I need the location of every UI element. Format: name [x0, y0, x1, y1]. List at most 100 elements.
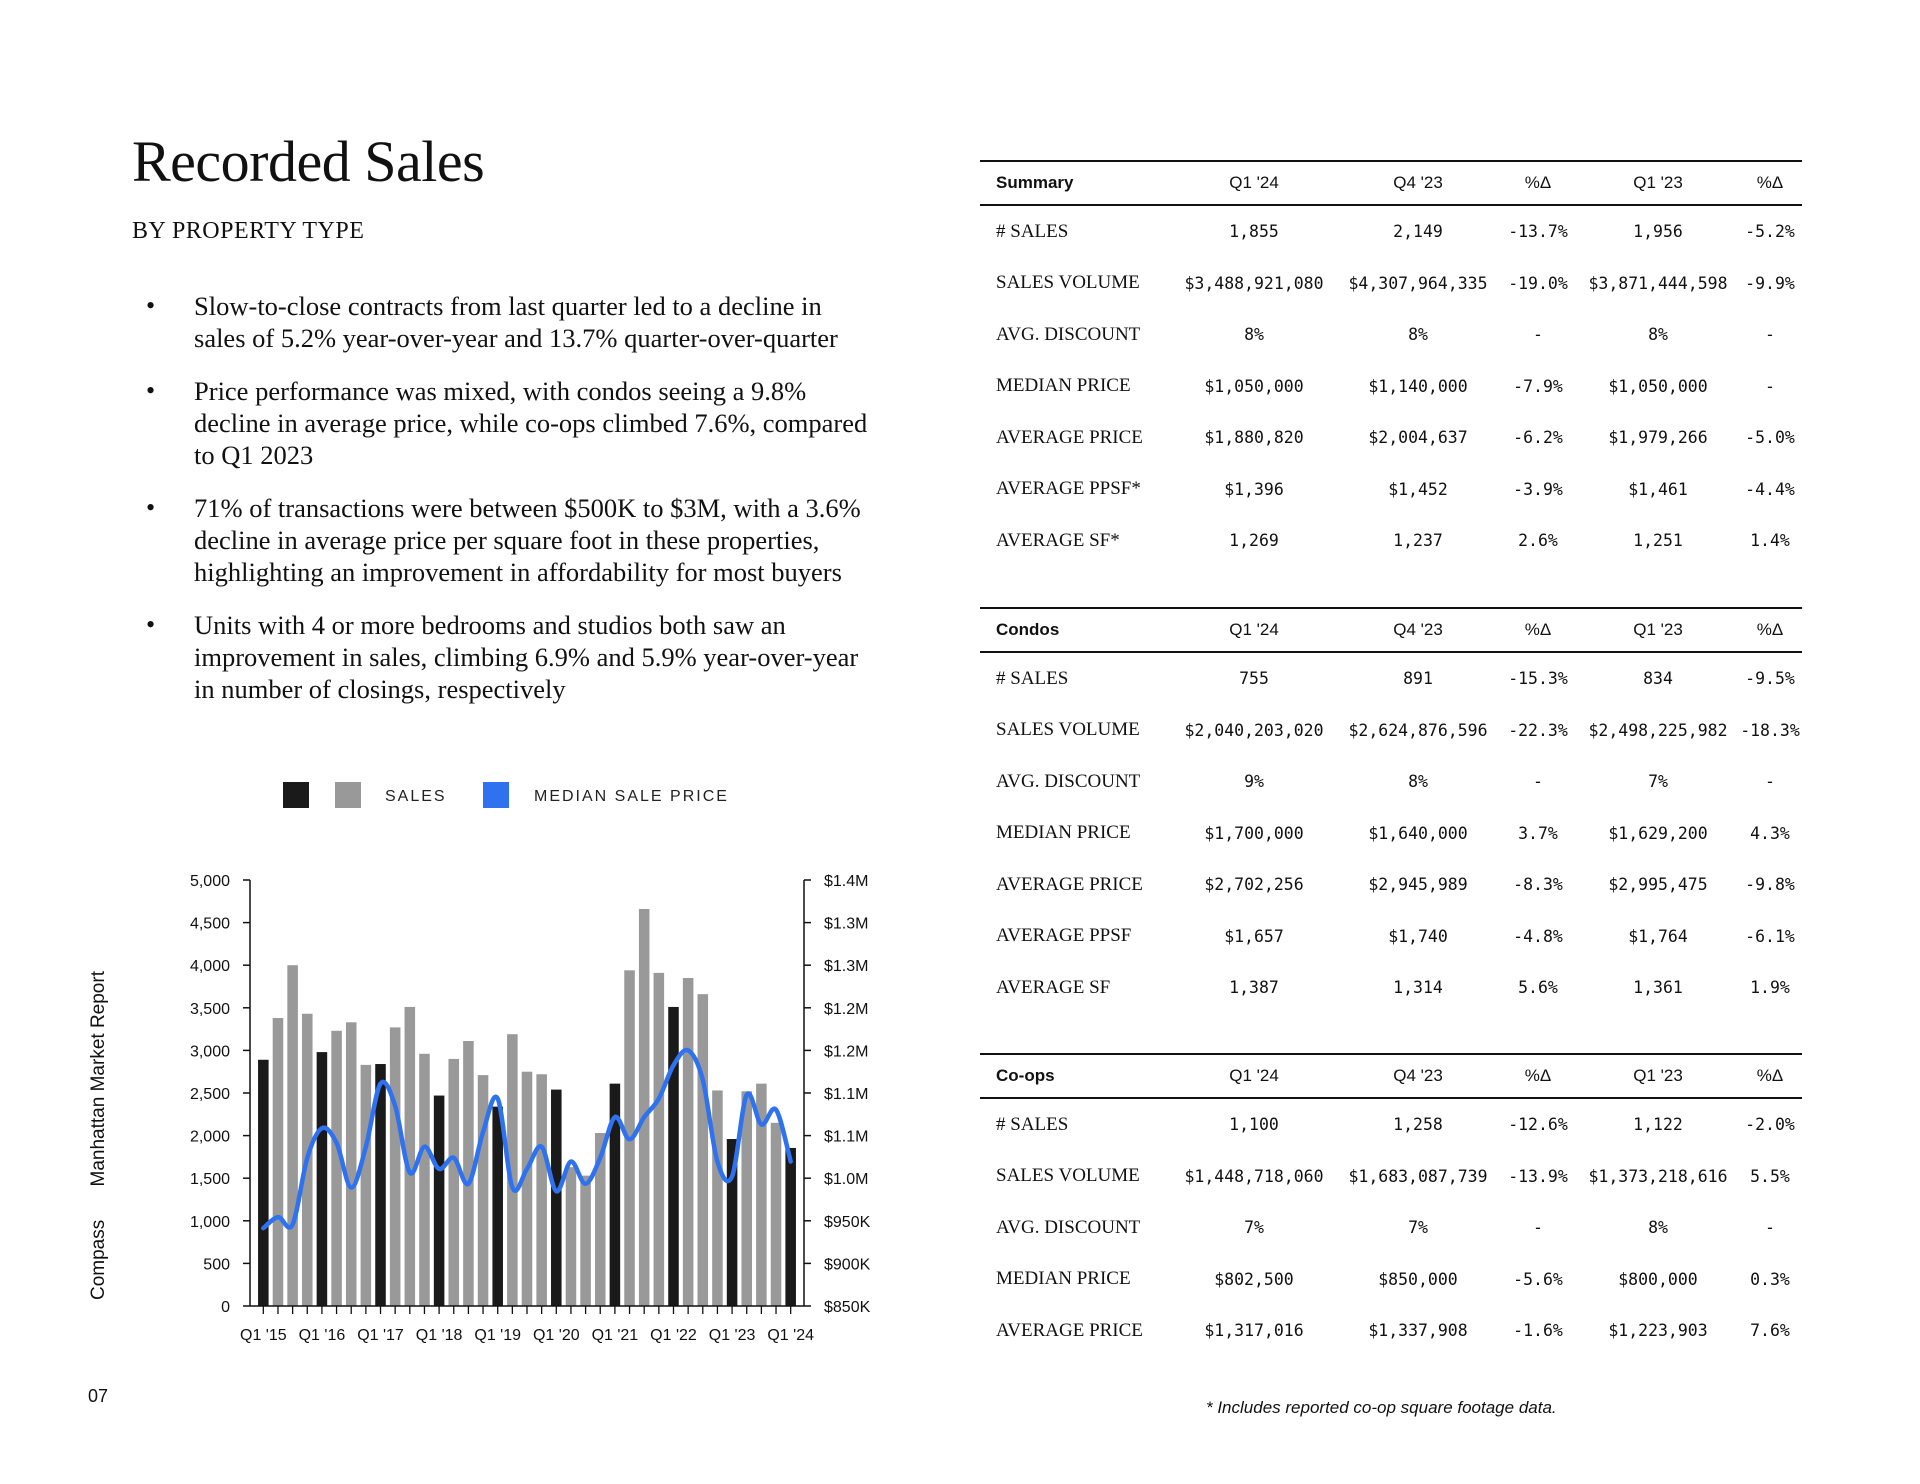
sales-bars [258, 908, 796, 1306]
table-row: AVG. DISCOUNT 8% 8% - 8% - [980, 309, 1802, 361]
table-row: AVERAGE SF 1,387 1,314 5.6% 1,361 1.9% [980, 962, 1802, 1014]
cell-value: 8% [1408, 772, 1428, 792]
column-header: %Δ [1756, 620, 1784, 639]
row-label: SALES VOLUME [996, 272, 1140, 294]
row-label: AVERAGE SF [996, 976, 1111, 998]
x-axis-tick-label: Q1 '16 [299, 1327, 346, 1344]
row-label: SALES VOLUME [996, 719, 1140, 741]
left-axis-tick-label: 4,000 [190, 958, 230, 975]
column-header: Q1 '24 [1229, 173, 1279, 192]
cell-value: - [1533, 772, 1543, 792]
cell-value: 834 [1643, 669, 1673, 689]
cell-value: -3.9% [1513, 479, 1563, 499]
cell-value: 8% [1648, 1218, 1668, 1238]
sales-bar [756, 1083, 767, 1306]
right-axis-tick-label: $1.2M [824, 1001, 868, 1018]
x-axis-tick-label: Q1 '18 [416, 1327, 463, 1344]
sales-bar-q1 [316, 1052, 328, 1306]
table-row: # SALES 1,100 1,258 -12.6% 1,122 -2.0% [980, 1099, 1802, 1151]
table-row: AVERAGE PPSF $1,657 $1,740 -4.8% $1,764 -6.1% [980, 911, 1802, 963]
sales-bar [682, 977, 694, 1306]
column-header: Q1 '23 [1633, 1066, 1683, 1085]
left-axis-tick-label: 1,500 [190, 1171, 230, 1188]
cell-value: 0.3% [1750, 1269, 1790, 1289]
cell-value: -4.4% [1745, 479, 1795, 499]
row-label: # SALES [996, 1113, 1069, 1135]
right-axis-tick-label: $1.4M [824, 873, 868, 890]
table-row: # SALES 755 891 -15.3% 834 -9.5% [980, 653, 1802, 705]
condos-table: Condos Q1 '24 Q4 '23 %Δ Q1 '23 %Δ # SALES 755 89… [980, 607, 1802, 1014]
sales-bar [712, 1090, 723, 1306]
cell-value: 1,251 [1633, 531, 1683, 551]
cell-value: 8% [1408, 325, 1428, 345]
cell-value: $1,740 [1388, 926, 1448, 946]
cell-value: -19.0% [1508, 273, 1568, 293]
cell-value: -1.6% [1513, 1321, 1563, 1341]
sales-chart: SALES MEDIAN SALE PRICE 5,000 4,500 4,000 3,… [190, 782, 871, 1344]
cell-value: 7.6% [1750, 1321, 1790, 1341]
cell-value: $1,337,908 [1368, 1321, 1468, 1341]
left-axis-tick-label: 3,000 [190, 1043, 230, 1060]
sales-bar-q1 [668, 1006, 679, 1306]
row-label: SALES VOLUME [996, 1165, 1140, 1187]
column-header: Q4 '23 [1393, 620, 1443, 639]
column-header: %Δ [1756, 173, 1784, 192]
column-header: Q1 '23 [1633, 173, 1683, 192]
bullet-list: Slow-to-close contracts from last quarte… [132, 290, 872, 726]
cell-value: $4,307,964,335 [1348, 273, 1488, 293]
x-axis-tick-label: Q1 '19 [474, 1327, 521, 1344]
cell-value: - [1533, 325, 1543, 345]
sales-bar [638, 908, 650, 1306]
sales-bar [536, 1074, 547, 1306]
table-title: Summary [996, 173, 1074, 192]
sales-bar [770, 1122, 782, 1306]
sales-bar [580, 1175, 591, 1306]
table-row: SALES VOLUME $1,448,718,060 $1,683,087,739… [980, 1151, 1802, 1203]
cell-value: -13.7% [1508, 222, 1568, 242]
right-axis-tick-label: $1.3M [824, 958, 868, 975]
cell-value: -5.0% [1745, 428, 1795, 448]
x-axis-tick-label: Q1 '15 [240, 1327, 287, 1344]
cell-value: $3,871,444,598 [1588, 273, 1728, 293]
row-label: AVG. DISCOUNT [996, 770, 1141, 792]
left-axis: 5,000 4,500 4,000 3,500 3,000 2,500 2,000 1,500… [190, 873, 251, 1316]
left-axis-tick-label: 3,500 [190, 1001, 230, 1018]
left-axis-tick-label: 4,500 [190, 916, 230, 933]
cell-value: $1,317,016 [1204, 1321, 1304, 1341]
sales-bar [565, 1167, 577, 1306]
cell-value: 1,361 [1633, 978, 1683, 998]
left-axis-tick-label: 0 [221, 1299, 230, 1316]
table-row: AVERAGE PPSF* $1,396 $1,452 -3.9% $1,461 -4.4… [980, 464, 1802, 516]
report-name: Manhattan Market Report [88, 971, 109, 1187]
cell-value: 1,956 [1633, 222, 1683, 242]
coops-table: Co-ops Q1 '24 Q4 '23 %Δ Q1 '23 %Δ # SALES 1,100… [980, 1053, 1802, 1357]
sales-bar [448, 1058, 460, 1306]
cell-value: -4.8% [1513, 926, 1563, 946]
column-header: Q1 '24 [1229, 620, 1279, 639]
right-axis-tick-label: $850K [824, 1299, 871, 1316]
sales-bar [287, 965, 298, 1306]
sales-bar [345, 1022, 357, 1306]
cell-value: 1,387 [1229, 978, 1279, 998]
right-axis-tick-label: $1.1M [824, 1086, 868, 1103]
row-label: AVG. DISCOUNT [996, 323, 1141, 345]
table-row: MEDIAN PRICE $802,500 $850,000 -5.6% $800,00… [980, 1254, 1802, 1306]
sales-bar-q1 [785, 1147, 796, 1306]
page-subtitle: BY PROPERTY TYPE [132, 218, 365, 244]
table-row: # SALES 1,855 2,149 -13.7% 1,956 -5.2% [980, 206, 1802, 258]
row-label: # SALES [996, 667, 1069, 689]
median-price-series-line [261, 1047, 793, 1231]
cell-value: 1.4% [1750, 531, 1790, 551]
median-price-line [261, 1047, 793, 1231]
cell-value: -5.2% [1745, 222, 1795, 242]
sales-bar [594, 1133, 606, 1306]
table-row: AVG. DISCOUNT 7% 7% - 8% - [980, 1202, 1802, 1254]
sales-bar-q1 [433, 1095, 445, 1306]
column-header: Q4 '23 [1393, 1066, 1443, 1085]
cell-value: -9.8% [1745, 875, 1795, 895]
cell-value: -15.3% [1508, 669, 1568, 689]
cell-value: - [1765, 325, 1775, 345]
legend-swatch-gray [335, 782, 361, 808]
table-row: AVERAGE SF* 1,269 1,237 2.6% 1,251 1.4% [980, 515, 1802, 567]
left-axis-tick-label: 500 [203, 1256, 230, 1273]
